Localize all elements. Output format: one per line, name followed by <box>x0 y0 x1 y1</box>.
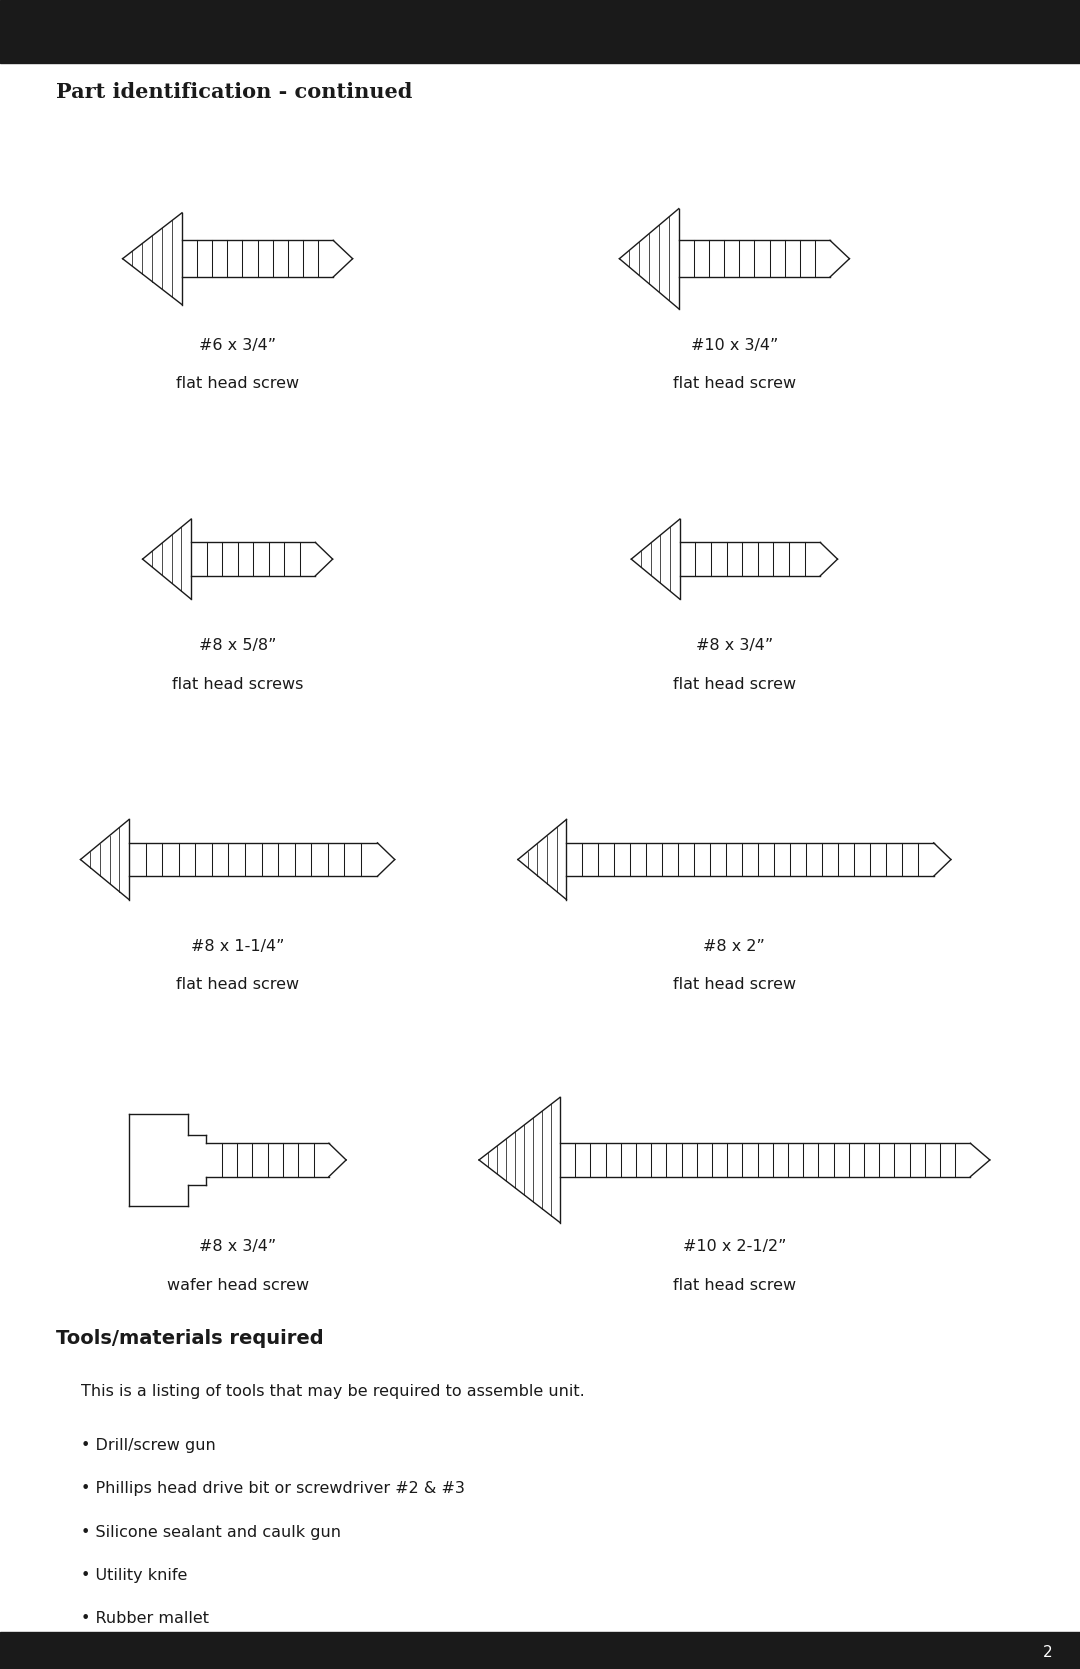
Text: flat head screw: flat head screw <box>176 978 299 991</box>
Text: #10 x 3/4”: #10 x 3/4” <box>691 339 778 352</box>
Bar <box>0 1632 1080 1669</box>
Text: Part identification - continued: Part identification - continued <box>56 82 413 102</box>
Text: This is a listing of tools that may be required to assemble unit.: This is a listing of tools that may be r… <box>81 1385 584 1399</box>
Text: #6 x 3/4”: #6 x 3/4” <box>199 339 276 352</box>
Text: flat head screw: flat head screw <box>673 1278 796 1292</box>
Text: #8 x 3/4”: #8 x 3/4” <box>696 639 773 653</box>
Text: flat head screw: flat head screw <box>673 978 796 991</box>
Text: #8 x 1-1/4”: #8 x 1-1/4” <box>191 940 284 953</box>
Text: wafer head screw: wafer head screw <box>166 1278 309 1292</box>
Text: #8 x 3/4”: #8 x 3/4” <box>199 1240 276 1253</box>
Text: #8 x 2”: #8 x 2” <box>703 940 766 953</box>
Text: Tools/materials required: Tools/materials required <box>56 1329 324 1349</box>
Text: 2: 2 <box>1043 1646 1053 1659</box>
Text: flat head screw: flat head screw <box>673 377 796 391</box>
Text: • Silicone sealant and caulk gun: • Silicone sealant and caulk gun <box>81 1525 341 1539</box>
Text: • Drill/screw gun: • Drill/screw gun <box>81 1439 216 1452</box>
Text: flat head screw: flat head screw <box>176 377 299 391</box>
Text: #8 x 5/8”: #8 x 5/8” <box>199 639 276 653</box>
Text: • Phillips head drive bit or screwdriver #2 & #3: • Phillips head drive bit or screwdriver… <box>81 1482 464 1495</box>
Text: flat head screws: flat head screws <box>172 678 303 691</box>
Bar <box>0 0 1080 63</box>
Text: • Utility knife: • Utility knife <box>81 1569 187 1582</box>
Text: flat head screw: flat head screw <box>673 678 796 691</box>
Text: • Hammer: • Hammer <box>81 1656 165 1669</box>
Text: #10 x 2-1/2”: #10 x 2-1/2” <box>683 1240 786 1253</box>
Text: • Rubber mallet: • Rubber mallet <box>81 1612 210 1626</box>
